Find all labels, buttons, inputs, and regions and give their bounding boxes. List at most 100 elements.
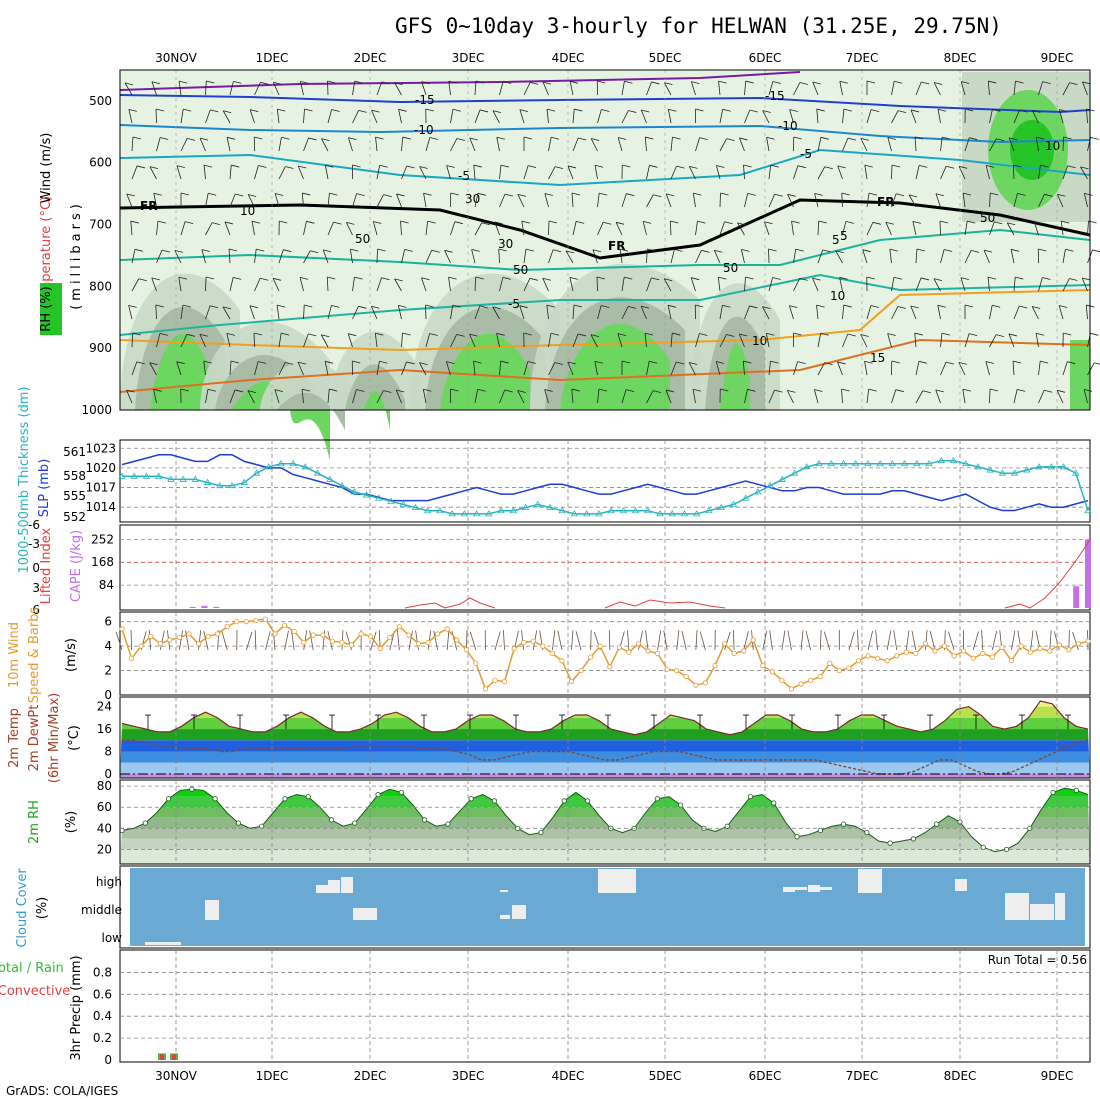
upper-wind-barb <box>228 249 231 264</box>
upper-wind-barb-flag <box>1061 220 1070 224</box>
upper-wind-barb <box>914 333 917 348</box>
rh-marker <box>165 796 172 802</box>
upper-wind-barb <box>474 276 477 292</box>
upper-wind-barb-flag <box>691 277 700 281</box>
upper-wind-barb-flag <box>1086 108 1095 112</box>
surface-wind-barb <box>875 630 878 651</box>
thickness-marker <box>350 488 359 495</box>
upper-wind-barb-flag <box>274 389 284 392</box>
day-label-top: 1DEC <box>256 51 289 65</box>
isotherm-label: -5 <box>458 169 470 183</box>
rh-marker <box>724 823 730 829</box>
upper-wind-barb <box>915 81 922 96</box>
rh-tick: 20 <box>97 842 112 856</box>
surface-wind-barb <box>781 630 786 651</box>
upper-wind-barb-flag <box>1007 222 1016 226</box>
cloud-cover-patch <box>820 887 832 890</box>
upper-wind-barb <box>915 249 918 264</box>
isotherm-label: 10 <box>752 334 767 348</box>
rh-marker <box>259 823 265 829</box>
upper-wind-barb <box>744 389 748 404</box>
upper-wind-barb <box>303 109 305 124</box>
upper-wind-barb <box>450 221 456 236</box>
upper-wind-barb-flag <box>151 81 161 85</box>
upper-wind-barb <box>719 109 724 124</box>
wind-speed-marker <box>817 674 823 680</box>
upper-wind-barb <box>249 305 255 320</box>
thickness-marker <box>191 475 200 482</box>
surface-wind-barb <box>433 630 439 651</box>
upper-wind-barb-flag <box>939 220 949 224</box>
upper-wind-barb <box>842 305 845 320</box>
upper-wind-barb <box>989 109 993 124</box>
upper-wind-barb <box>131 137 134 152</box>
upper-wind-barb <box>400 221 402 236</box>
upper-wind-barb <box>1062 249 1066 264</box>
upper-wind-barb <box>446 361 451 376</box>
upper-wind-barb <box>891 193 897 208</box>
upper-wind-barb <box>891 306 899 320</box>
upper-wind-barb-flag <box>402 332 411 336</box>
wind-speed-marker <box>941 643 948 649</box>
upper-wind-barb <box>349 249 353 264</box>
upper-wind-barb-flag <box>1094 362 1100 365</box>
upper-wind-barb <box>401 137 404 152</box>
rh-band <box>120 796 1090 808</box>
upper-wind-barb <box>718 81 721 96</box>
upper-wind-barb-flag <box>321 334 330 338</box>
pressure-level-tick: 1000 <box>81 403 112 417</box>
upper-wind-barb-flag <box>132 136 142 140</box>
rh-contour-label: 50 <box>723 261 738 275</box>
upper-wind-barb <box>1056 390 1064 404</box>
upper-wind-barb-flag <box>922 390 931 394</box>
upper-wind-barb-flag <box>995 334 1005 338</box>
upper-wind-barb-flag <box>186 333 196 337</box>
upper-wind-barb-flag <box>594 164 604 168</box>
upper-wind-barb-flag <box>762 306 771 310</box>
upper-wind-barb-flag <box>469 333 478 337</box>
upper-wind-barb <box>695 333 700 348</box>
wind-speed-marker <box>769 669 775 675</box>
thickness-marker <box>582 510 591 517</box>
surface-wind-barb <box>198 630 202 651</box>
surface-wind-barb <box>663 630 668 651</box>
upper-wind-barb-flag <box>674 249 683 252</box>
upper-wind-barb <box>766 137 770 152</box>
upper-wind-barb-flag <box>1032 110 1041 113</box>
thickness-marker <box>277 460 285 467</box>
upper-wind-barb-flag <box>348 333 357 337</box>
upper-wind-barb-flag <box>446 165 455 168</box>
cape-bar <box>1073 586 1080 608</box>
upper-wind-barb <box>327 221 334 236</box>
upper-wind-barb-flag <box>914 136 924 140</box>
upper-wind-barb-flag <box>701 249 710 253</box>
upper-wind-barb-flag <box>676 361 685 365</box>
upper-wind-barb-flag <box>870 109 880 112</box>
upper-wind-barb <box>203 361 206 376</box>
rh-marker <box>747 794 754 800</box>
wind-speed-marker <box>588 654 594 660</box>
upper-wind-barb <box>303 304 305 320</box>
upper-wind-barb-flag <box>1044 389 1053 393</box>
thickness-marker <box>179 475 187 482</box>
upper-wind-barb-flag <box>862 249 871 253</box>
upper-wind-barb <box>915 390 924 404</box>
day-label-bottom: 30NOV <box>155 1069 197 1083</box>
upper-wind-barb-flag <box>138 278 147 282</box>
thickness-tick: 555 <box>63 489 86 503</box>
upper-wind-barb <box>247 194 255 208</box>
upper-wind-barb <box>278 249 284 264</box>
upper-wind-barb <box>887 137 892 152</box>
upper-wind-barb <box>590 138 598 152</box>
upper-wind-barb-flag <box>475 80 485 84</box>
upper-wind-barb <box>401 361 407 376</box>
upper-wind-barb <box>153 193 157 208</box>
wind-speed-marker <box>626 649 632 655</box>
upper-wind-barb <box>933 82 941 96</box>
upper-wind-barb-flag <box>574 108 583 112</box>
wind-speed-marker <box>693 682 699 688</box>
upper-wind-barb-flag <box>839 80 848 84</box>
upper-wind-barb <box>301 389 304 404</box>
surface-wind-barb <box>911 630 917 651</box>
freezing-line <box>119 198 1091 260</box>
